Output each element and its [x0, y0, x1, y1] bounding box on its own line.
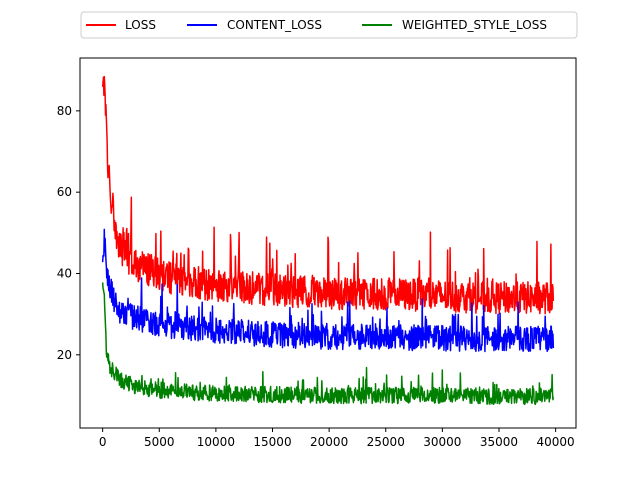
x-tick-label: 15000 — [253, 435, 291, 449]
x-tick-label: 0 — [99, 435, 107, 449]
series-line-loss — [101, 75, 555, 315]
x-tick-label: 35000 — [480, 435, 518, 449]
series-line-weighted-style-loss — [101, 282, 555, 406]
y-tick-label: 80 — [57, 104, 72, 118]
axes-frame — [79, 57, 577, 429]
y-tick-label: 40 — [57, 266, 72, 280]
x-tick-label: 25000 — [367, 435, 405, 449]
x-tick-label: 30000 — [423, 435, 461, 449]
legend-label: LOSS — [125, 18, 156, 32]
legend-box — [80, 11, 578, 39]
x-tick-label: 20000 — [310, 435, 348, 449]
legend: LOSS CONTENT_LOSS WEIGHTED_STYLE_LOSS — [80, 11, 578, 39]
legend-label: WEIGHTED_STYLE_LOSS — [402, 18, 547, 32]
x-tick-label: 5000 — [144, 435, 175, 449]
y-tick-label: 60 — [57, 185, 72, 199]
x-tick-label: 10000 — [197, 435, 235, 449]
legend-label: CONTENT_LOSS — [227, 18, 322, 32]
x-axis: 0 5000 10000 15000 20000 25000 30000 35000 40000 — [99, 428, 575, 449]
y-tick-label: 20 — [57, 348, 72, 362]
y-axis: 20 40 60 80 — [57, 104, 80, 362]
series-layer — [101, 75, 555, 406]
x-tick-label: 40000 — [537, 435, 575, 449]
series-line-content-loss — [101, 228, 555, 353]
